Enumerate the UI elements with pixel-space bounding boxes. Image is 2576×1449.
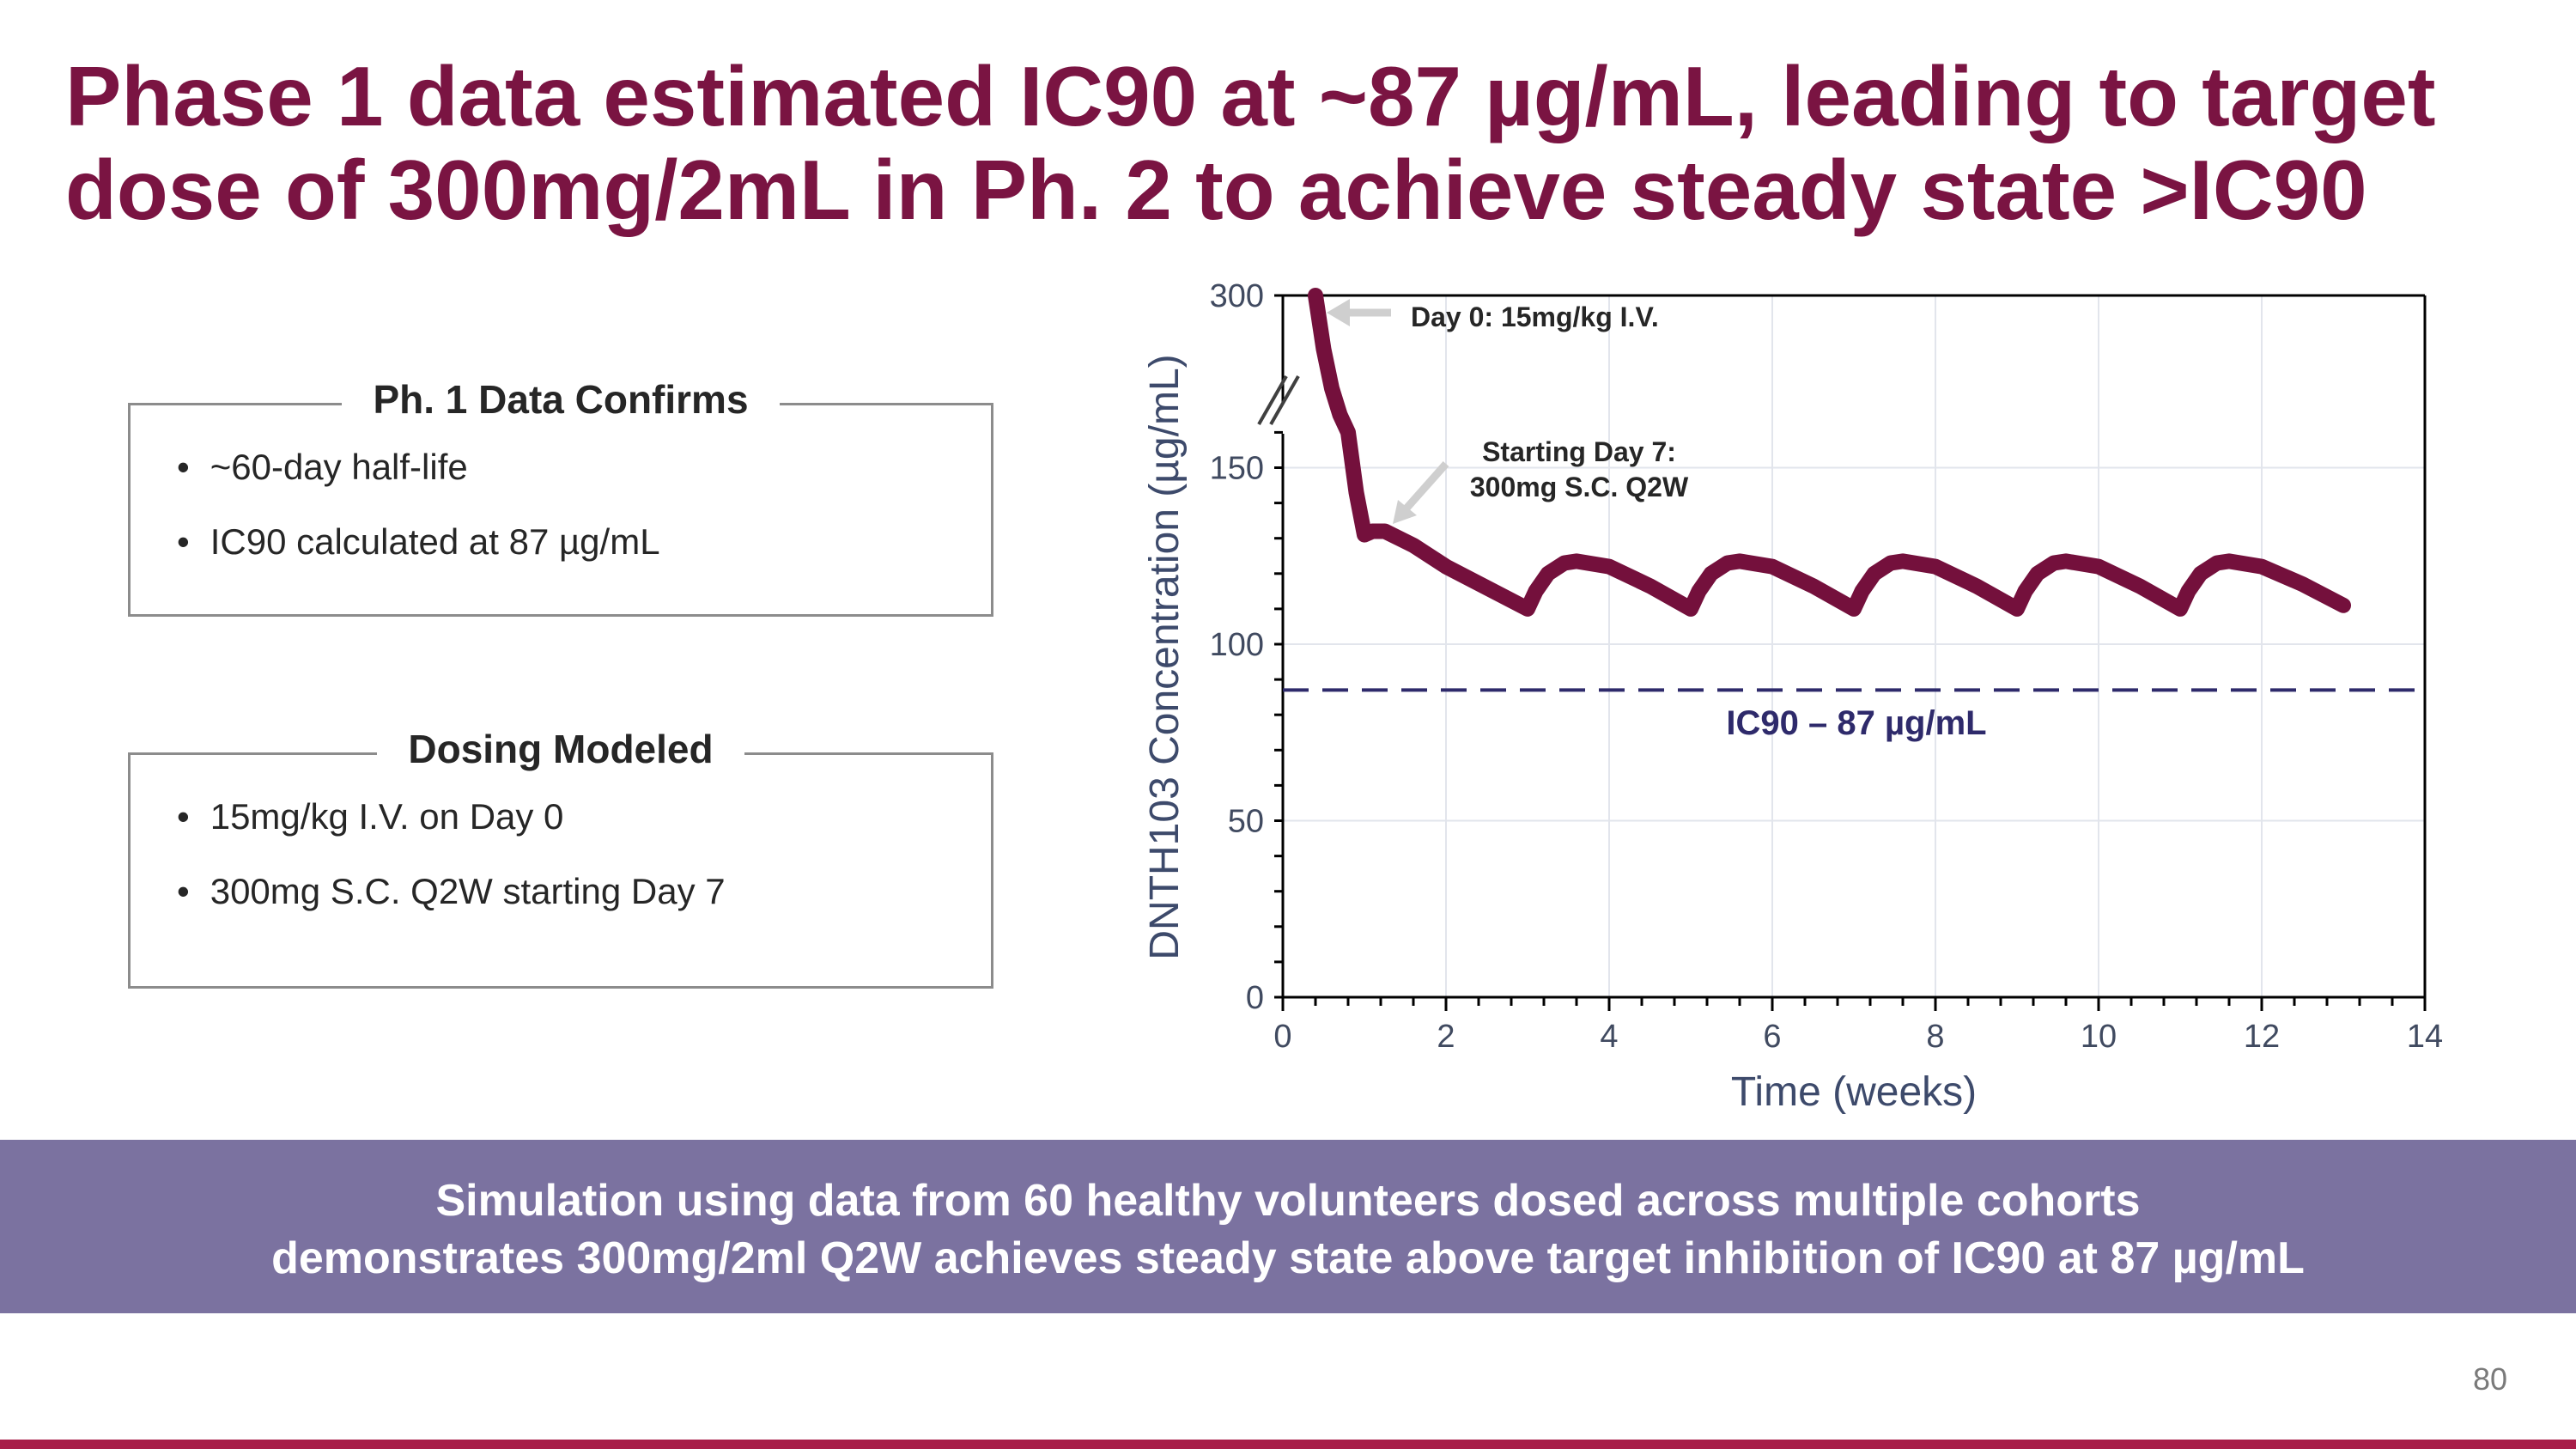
bullet-item: ~60-day half-life <box>177 445 660 520</box>
banner-line-1: Simulation using data from 60 healthy vo… <box>435 1176 2141 1226</box>
x-tick-label: 4 <box>1600 1019 1618 1055</box>
dosing-box: Dosing Modeled 15mg/kg I.V. on Day 0 300… <box>128 727 993 989</box>
y-axis-label: DNTH103 Concentration (µg/mL) <box>1142 354 1188 959</box>
x-tick-label: 0 <box>1273 1019 1291 1055</box>
annotation-day0: Day 0: 15mg/kg I.V. <box>1411 301 1659 332</box>
annotation-day7-line2: 300mg S.C. Q2W <box>1470 472 1689 502</box>
x-tick-label: 2 <box>1437 1019 1455 1055</box>
arrow-day7 <box>1401 461 1449 513</box>
box-heading: Ph. 1 Data Confirms <box>131 376 991 423</box>
y-tick-label: 0 <box>1246 980 1264 1016</box>
banner-line-2: demonstrates 300mg/2ml Q2W achieves stea… <box>271 1233 2305 1283</box>
title-line-1: Phase 1 data estimated IC90 at ~87 µg/mL… <box>65 49 2436 143</box>
title-line-2: dose of 300mg/2mL in Ph. 2 to achieve st… <box>65 143 2367 237</box>
ic90-label: IC90 – 87 µg/mL <box>1726 704 1986 742</box>
x-tick-label: 8 <box>1926 1019 1944 1055</box>
x-tick-label: 6 <box>1763 1019 1781 1055</box>
arrow-head-icon <box>1327 299 1350 326</box>
slide-title: Phase 1 data estimated IC90 at ~87 µg/mL… <box>65 50 2555 237</box>
bullet-item: IC90 calculated at 87 µg/mL <box>177 520 660 594</box>
x-tick-label: 10 <box>2081 1019 2117 1055</box>
x-tick-label: 12 <box>2244 1019 2280 1055</box>
y-tick-label: 100 <box>1210 627 1264 663</box>
concentration-curve <box>1308 288 2351 617</box>
axis-break-mark <box>1257 375 1288 425</box>
bullet-item: 300mg S.C. Q2W starting Day 7 <box>177 869 726 944</box>
summary-banner: Simulation using data from 60 healthy vo… <box>0 1140 2576 1313</box>
y-tick-label: 50 <box>1228 804 1264 840</box>
x-tick-label: 14 <box>2407 1019 2443 1055</box>
bottom-accent-bar <box>0 1440 2576 1449</box>
ph1-data-box: Ph. 1 Data Confirms ~60-day half-life IC… <box>128 377 993 617</box>
x-axis-label: Time (weeks) <box>1731 1069 1977 1115</box>
y-tick-label: 150 <box>1210 451 1264 487</box>
box-heading: Dosing Modeled <box>131 726 991 772</box>
axis-break-mark <box>1269 375 1300 425</box>
arrow-head-icon <box>1393 500 1417 524</box>
page-number: 80 <box>2473 1361 2508 1397</box>
annotation-day7-line1: Starting Day 7: <box>1482 436 1676 467</box>
bullet-item: 15mg/kg I.V. on Day 0 <box>177 795 726 869</box>
y-tick-label: 300 <box>1210 278 1264 314</box>
